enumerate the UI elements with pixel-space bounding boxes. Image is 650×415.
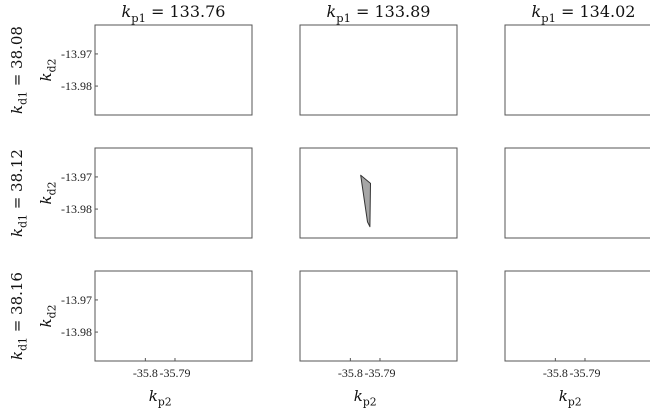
y-axis-label-var: k	[37, 195, 55, 204]
row-title: kd1 = 38.08	[8, 26, 30, 114]
row-title-var: k	[8, 105, 26, 114]
panel-frame	[299, 270, 458, 362]
row-title-value: = 38.12	[8, 149, 26, 214]
column-title-1-sub: p1	[336, 11, 351, 25]
column-title-2-value: = 134.02	[556, 2, 636, 21]
y-axis-label-sub: d2	[46, 182, 59, 196]
panel-r2-c0: -13.97 -13.98 -35.8 -35.79	[61, 270, 253, 380]
panel-r2-c2: -35.8 -35.79	[504, 270, 650, 380]
row-title-var: k	[8, 228, 26, 237]
y-tick-label: -13.98	[61, 202, 92, 216]
column-title-2-var: k	[532, 2, 542, 21]
row-title-sub: d1	[17, 214, 30, 228]
x-axis-label-col-1-var: k	[354, 387, 363, 405]
y-axis-label-var: k	[37, 72, 55, 81]
column-title-2-sub: p1	[541, 11, 556, 25]
y-axis-label: kd2	[37, 305, 59, 328]
y-tick-label: -13.98	[61, 325, 92, 339]
x-tick-label: -35.79	[569, 366, 600, 380]
panel-r0-c1	[299, 24, 458, 116]
row-title: kd1 = 38.16	[8, 272, 30, 360]
row-title-sub: d1	[17, 91, 30, 105]
panel-frame	[94, 147, 253, 239]
y-tick-label: -13.98	[61, 79, 92, 93]
y-axis-label: kd2	[37, 182, 59, 205]
row-title: kd1 = 38.12	[8, 149, 30, 237]
panel-r0-c0: -13.97 -13.98	[61, 24, 253, 116]
feasible-region-0	[360, 174, 371, 228]
row-label-2: kd1 = 38.16	[8, 272, 30, 360]
panel-r1-c2	[504, 147, 650, 239]
x-axis-label-col-0: kp2	[149, 387, 172, 409]
row-title-value: = 38.08	[8, 26, 26, 91]
y-axis-label-row-1: kd2	[37, 182, 59, 205]
y-tick-label: -13.97	[61, 47, 92, 61]
x-axis-label-col-1-sub: p2	[363, 396, 377, 409]
x-axis-label-col-0-sub: p2	[158, 396, 172, 409]
row-label-1: kd1 = 38.12	[8, 149, 30, 237]
column-title-1-value: = 133.89	[351, 2, 431, 21]
panel-frame	[94, 270, 253, 362]
column-title-1-var: k	[327, 2, 337, 21]
column-title-0: kp1 = 133.76	[122, 2, 226, 25]
y-tick-label: -13.97	[61, 293, 92, 307]
panel-frame	[94, 24, 253, 116]
x-tick-label: -35.8	[133, 366, 158, 380]
panel-frame	[504, 147, 650, 239]
x-tick-label: -35.79	[159, 366, 190, 380]
row-title-value: = 38.16	[8, 272, 26, 337]
panel-frame	[299, 147, 458, 239]
row-title-var: k	[8, 351, 26, 360]
x-axis-label-col-2: kp2	[559, 387, 582, 409]
row-label-0: kd1 = 38.08	[8, 26, 30, 114]
y-axis-label-sub: d2	[46, 305, 59, 319]
panel-frame	[299, 24, 458, 116]
column-title-1: kp1 = 133.89	[327, 2, 431, 25]
x-axis-label-col-2-var: k	[559, 387, 568, 405]
panel-r1-c1	[299, 147, 458, 239]
panel-r0-c2	[504, 24, 650, 116]
y-tick-label: -13.97	[61, 170, 92, 184]
column-title-0-value: = 133.76	[146, 2, 226, 21]
x-tick-label: -35.79	[364, 366, 395, 380]
row-title-sub: d1	[17, 337, 30, 351]
y-axis-label-row-0: kd2	[37, 59, 59, 82]
panel-r1-c0: -13.97 -13.98	[61, 147, 253, 239]
x-axis-label-col-2-sub: p2	[568, 396, 582, 409]
column-title-0-var: k	[122, 2, 132, 21]
y-axis-label-row-2: kd2	[37, 305, 59, 328]
x-tick-label: -35.8	[338, 366, 363, 380]
panel-r2-c1: -35.8 -35.79	[299, 270, 458, 380]
x-axis-label-col-1: kp2	[354, 387, 377, 409]
panel-frame	[504, 270, 650, 362]
y-axis-label-sub: d2	[46, 59, 59, 73]
column-title-2: kp1 = 134.02	[532, 2, 636, 25]
y-axis-label: kd2	[37, 59, 59, 82]
x-axis-label-col-0-var: k	[149, 387, 158, 405]
x-tick-label: -35.8	[543, 366, 568, 380]
panel-frame	[504, 24, 650, 116]
y-axis-label-var: k	[37, 318, 55, 327]
column-title-0-sub: p1	[131, 11, 146, 25]
